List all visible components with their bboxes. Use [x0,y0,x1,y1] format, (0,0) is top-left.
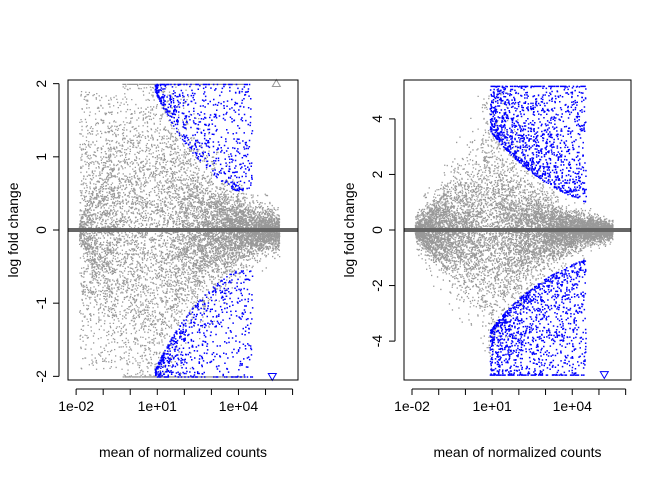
y-tick-label: -1 [33,297,49,310]
x-axis-right: 1e-02 1e+01 1e+04 [394,388,627,414]
x-tick-label: 1e-02 [394,398,430,414]
y-tick-label: -4 [369,335,385,348]
y-tick-label: 4 [369,115,385,123]
x-tick-label: 1e+01 [472,398,512,414]
x-axis-label-right: mean of normalized counts [433,444,601,460]
y-tick-label: 0 [369,226,385,234]
y-tick-label: -2 [369,279,385,292]
y-tick-label: 2 [33,80,49,88]
ma-plot-right: 1e-02 1e+01 1e+04 -4 -2 0 2 4 mean of normaliz… [341,79,632,460]
outlier-marker-0 [271,78,282,87]
y-tick-label: 0 [33,226,49,234]
points-right [414,85,614,380]
x-tick-label: 1e+01 [138,398,178,414]
x-axis-left: 1e-02 1e+01 1e+04 [58,388,294,414]
plot-frame-left [67,79,299,381]
y-axis-label-left: log fold change [5,182,21,277]
x-tick-label: 1e+04 [553,398,593,414]
x-axis-label-left: mean of normalized counts [99,444,267,460]
y-tick-label: 1 [33,153,49,161]
y-axis-label-right: log fold change [341,182,357,277]
outlier-marker-1 [267,373,278,382]
plot-frame-right [403,79,632,381]
nonsignificant-points [414,92,614,373]
ma-plot-left: 1e-02 1e+01 1e+04 -2 -1 0 1 2 mean of normaliz… [5,78,299,460]
x-tick-label: 1e-02 [58,398,94,414]
y-tick-label: 2 [369,170,385,178]
outlier-marker-0 [599,371,610,380]
x-tick-label: 1e+04 [219,398,259,414]
y-axis-right: -4 -2 0 2 4 [369,115,396,348]
y-axis-left: -2 -1 0 1 2 [33,80,60,383]
significant-points [154,83,254,378]
y-tick-label: -2 [33,370,49,383]
significant-points [489,85,587,376]
